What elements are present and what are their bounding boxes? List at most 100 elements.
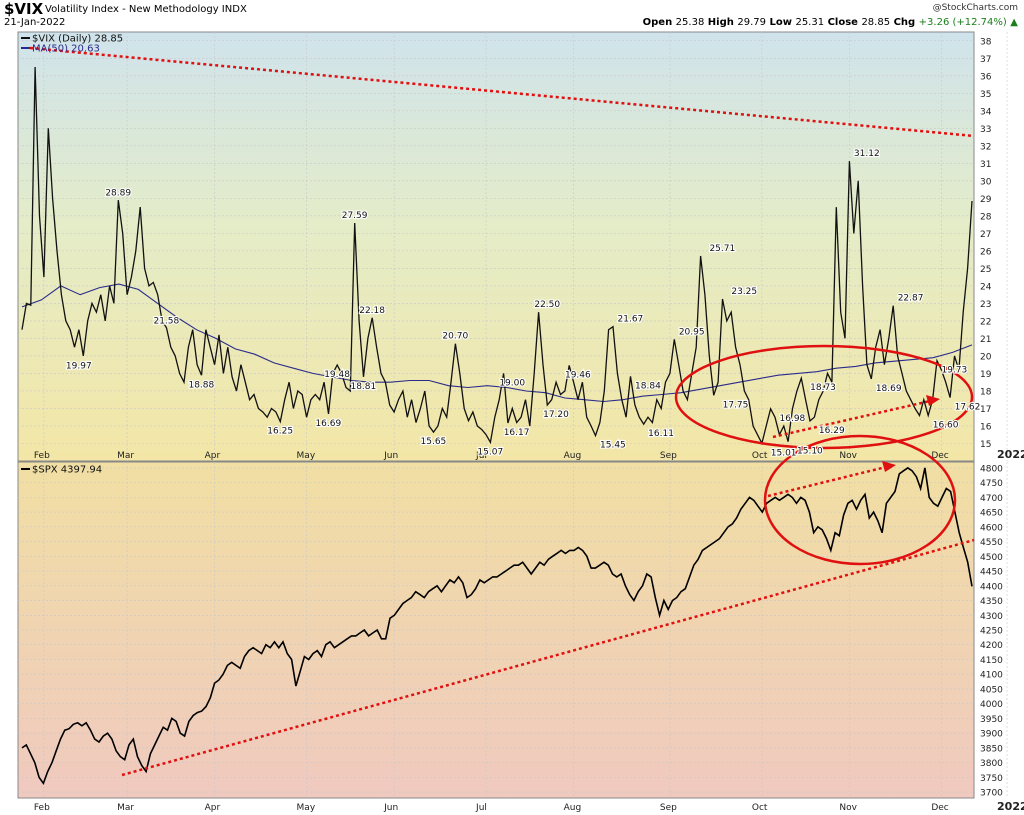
y-tick-label: 3850 xyxy=(980,744,1003,754)
y-tick-label: 15 xyxy=(980,440,991,450)
vix-value-label: 16.60 xyxy=(933,420,959,430)
y-tick-label: 25 xyxy=(980,265,991,275)
y-tick-label: 3750 xyxy=(980,774,1003,784)
vix-value-label: 18.69 xyxy=(876,384,902,394)
y-tick-label: 4650 xyxy=(980,509,1003,519)
vix-value-label: 15.45 xyxy=(600,441,626,451)
y-tick-label: 4450 xyxy=(980,568,1003,578)
vix-value-label: 17.62 xyxy=(955,403,981,413)
arrowhead-icon xyxy=(926,395,940,406)
vix-value-label: 19.73 xyxy=(941,366,967,376)
x-tick-label: Mar xyxy=(117,803,134,813)
x-tick-label: Oct xyxy=(752,451,768,461)
vix-value-label: 18.88 xyxy=(188,381,214,391)
y-tick-label: 29 xyxy=(980,195,992,205)
vix-value-label: 21.58 xyxy=(153,316,179,326)
x-tick-label: 2022 xyxy=(997,800,1024,813)
y-tick-label: 4700 xyxy=(980,494,1003,504)
vix-value-label: 25.71 xyxy=(709,244,735,254)
spx-top-arrow xyxy=(767,465,887,498)
y-tick-label: 4300 xyxy=(980,612,1003,622)
vix-value-label: 15.10 xyxy=(797,447,823,457)
up-arrow-icon: ▲ xyxy=(1010,17,1018,28)
source-credit: @StockCharts.com xyxy=(932,3,1018,13)
vix-value-label: 20.70 xyxy=(442,332,468,342)
y-tick-label: 27 xyxy=(980,230,991,240)
close-value: 28.85 xyxy=(861,17,891,28)
vix-value-label: 15.07 xyxy=(477,447,503,457)
y-tick-label: 30 xyxy=(980,177,992,187)
vix-annotation-ellipse xyxy=(674,344,974,450)
y-tick-label: 18 xyxy=(980,387,992,397)
x-tick-label: Sep xyxy=(660,803,677,813)
x-tick-label: Apr xyxy=(205,803,221,813)
y-tick-label: 3950 xyxy=(980,715,1003,725)
symbol-title: $VIX xyxy=(4,0,44,18)
y-tick-label: 4200 xyxy=(980,641,1003,651)
vix-value-label: 22.87 xyxy=(898,294,924,304)
x-tick-label: Sep xyxy=(660,451,677,461)
open-label: Open xyxy=(642,17,673,28)
legend-label: $VIX (Daily) 28.85 xyxy=(32,34,123,45)
y-tick-label: 4350 xyxy=(980,597,1003,607)
vix-downtrend-line xyxy=(29,46,975,138)
y-tick-label: 24 xyxy=(980,282,992,292)
vix-value-label: 22.50 xyxy=(534,300,560,310)
symbol-description: Volatility Index - New Methodology INDX xyxy=(45,4,247,15)
y-tick-label: 28 xyxy=(980,212,992,222)
vix-value-label: 19.97 xyxy=(66,361,92,371)
y-tick-label: 16 xyxy=(980,422,992,432)
x-tick-label: Apr xyxy=(205,451,221,461)
y-tick-label: 37 xyxy=(980,55,991,65)
vix-value-label: 16.17 xyxy=(504,428,530,438)
x-tick-label: Jul xyxy=(475,803,487,813)
y-tick-label: 4400 xyxy=(980,582,1003,592)
vix-value-label: 19.48 xyxy=(324,370,350,380)
y-tick-label: 26 xyxy=(980,247,992,257)
y-tick-label: 4000 xyxy=(980,700,1003,710)
x-tick-label: Dec xyxy=(931,451,948,461)
vix-value-label: 17.20 xyxy=(543,410,569,420)
vix-value-label: 16.11 xyxy=(648,429,674,439)
vix-price-line xyxy=(21,66,973,446)
vix-ma50-line xyxy=(21,283,973,403)
close-label: Close xyxy=(827,17,858,28)
vix-value-label: 27.59 xyxy=(342,211,368,221)
vix-value-label: 31.12 xyxy=(854,149,880,159)
chart-date: 21-Jan-2022 xyxy=(4,17,66,28)
vix-panel-background xyxy=(17,31,975,462)
y-tick-label: 4800 xyxy=(980,464,1003,474)
vix-value-label: 17.75 xyxy=(723,400,749,410)
y-tick-label: 20 xyxy=(980,352,992,362)
vix-value-label: 18.81 xyxy=(350,382,376,392)
vix-value-label: 16.29 xyxy=(819,426,845,436)
y-tick-label: 19 xyxy=(980,370,992,380)
y-tick-label: 17 xyxy=(980,405,991,415)
x-tick-label: Jul xyxy=(475,451,487,461)
chg-label: Chg xyxy=(893,17,916,28)
vix-rising-lows-arrow xyxy=(772,399,931,439)
vix-value-label: 15.65 xyxy=(421,437,447,447)
y-tick-label: 4150 xyxy=(980,656,1003,666)
high-label: High xyxy=(707,17,734,28)
y-tick-label: 3800 xyxy=(980,759,1003,769)
y-tick-label: 34 xyxy=(980,107,992,117)
vix-value-label: 23.25 xyxy=(731,287,757,297)
vix-value-label: 15.01 xyxy=(771,448,797,458)
spx-price-line xyxy=(21,466,973,785)
y-tick-label: 33 xyxy=(980,125,991,135)
x-tick-label: Dec xyxy=(931,803,948,813)
vix-value-label: 20.95 xyxy=(679,327,705,337)
legend-label: $SPX 4397.94 xyxy=(32,465,102,476)
ohlc-readout: Open 25.38 High 29.79 Low 25.31 Close 28… xyxy=(643,17,1018,28)
chg-value: +3.26 (+12.74%) xyxy=(918,17,1007,28)
vix-value-label: 19.46 xyxy=(565,370,591,380)
y-tick-label: 4600 xyxy=(980,523,1003,533)
x-tick-label: 2022 xyxy=(997,448,1024,461)
vix-value-label: 22.18 xyxy=(359,306,385,316)
x-tick-label: Feb xyxy=(34,803,50,813)
legend-label: MA(50) 20.63 xyxy=(32,44,100,55)
y-tick-label: 38 xyxy=(980,37,992,47)
y-tick-label: 31 xyxy=(980,160,991,170)
vix-value-label: 18.73 xyxy=(810,383,836,393)
